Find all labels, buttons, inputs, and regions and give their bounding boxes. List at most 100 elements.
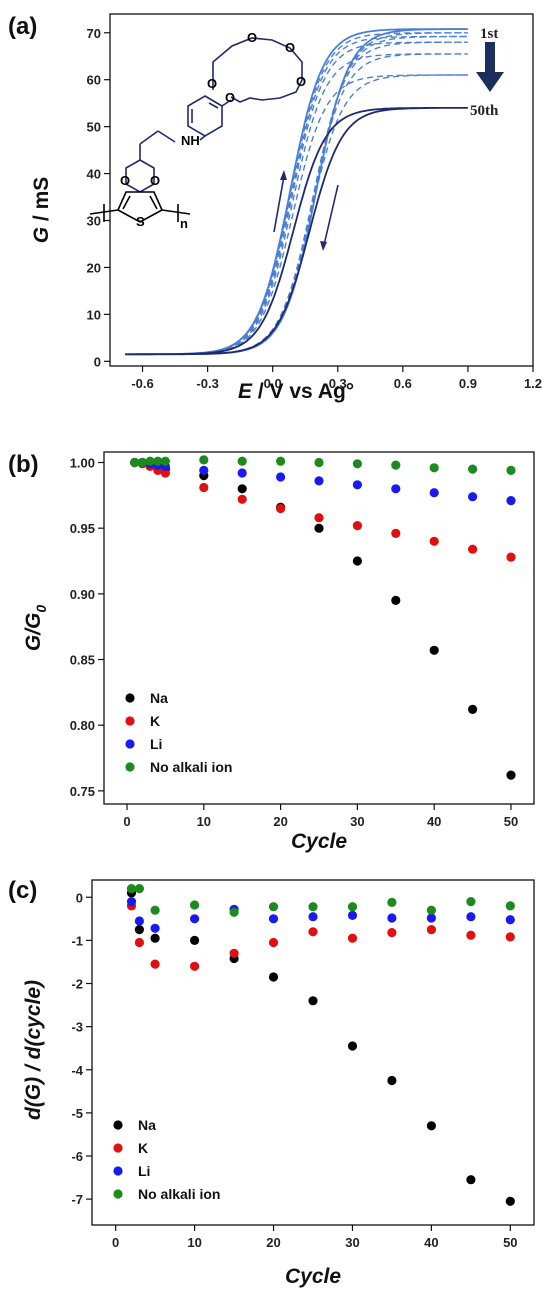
panel-b-label: (b) (8, 451, 39, 478)
data-point-no-alkali-ion (229, 907, 239, 917)
panel-a-ticks: -0.6 -0.3 0.0 0.3 0.6 0.9 1.2 0 10 20 30 40 50 60 70 (87, 26, 542, 391)
data-point-no-alkali-ion (268, 902, 279, 912)
data-point-na (150, 933, 160, 943)
y-tick-label: -6 (71, 1149, 83, 1164)
data-point-li (134, 916, 144, 926)
legend-label: Li (138, 1163, 150, 1179)
first-cycle-label: 1st (480, 26, 498, 42)
data-point-na (468, 704, 478, 715)
legend-label: K (138, 1140, 148, 1156)
y-tick-label: 0.95 (70, 521, 95, 536)
polymer-structure-labels: NH O O O O O O O S n (120, 30, 306, 231)
y-tick-label: -3 (71, 1020, 83, 1035)
data-point-na (391, 595, 401, 606)
cycle-30-curve (125, 74, 468, 355)
data-point-no-alkali-ion (387, 897, 397, 908)
crown-o-label-5: O (225, 90, 235, 105)
legend-marker (113, 1143, 123, 1153)
data-point-k (505, 932, 515, 942)
data-point-no-alkali-ion (126, 884, 137, 894)
data-point-k (276, 503, 286, 514)
legend-label: K (150, 713, 160, 729)
forward-scan-arrow (273, 175, 285, 233)
data-point-k (229, 948, 239, 958)
x-tick-label: 0 (112, 1235, 119, 1250)
panel-c-legend: Na K Li No alkali ion (113, 1117, 220, 1202)
panel-c-label: (c) (8, 877, 37, 904)
data-point-no-alkali-ion (145, 456, 155, 466)
panel-c-plot-frame (91, 879, 535, 1226)
cycle-20-curve (125, 53, 468, 355)
panel-c-x-axis-label: Cycle (285, 1265, 341, 1288)
panel-b-plot-frame (103, 451, 535, 805)
x-tick-label: 20 (266, 1235, 280, 1250)
y-tick-label: -5 (71, 1106, 83, 1121)
x-tick-label: 10 (197, 814, 211, 829)
data-point-li (347, 910, 358, 921)
data-point-na (426, 1121, 436, 1131)
panel-a-label: (a) (8, 13, 37, 40)
data-point-no-alkali-ion (190, 900, 200, 910)
data-point-na (190, 935, 200, 946)
legend-marker (125, 693, 135, 703)
data-point-li (190, 914, 200, 924)
data-point-no-alkali-ion (466, 897, 476, 907)
legend-marker (113, 1166, 123, 1176)
data-point-no-alkali-ion (237, 456, 247, 466)
panel-c-points (126, 884, 515, 1206)
data-point-na (505, 1196, 515, 1206)
y-tick-label: 10 (87, 307, 101, 322)
data-point-li (268, 914, 279, 924)
data-point-k (190, 961, 200, 971)
x-tick-label: 50 (504, 814, 518, 829)
data-point-k (466, 930, 476, 940)
data-point-no-alkali-ion (429, 463, 439, 473)
data-point-k (160, 468, 170, 478)
data-point-k (352, 521, 362, 531)
data-point-k (429, 536, 439, 546)
data-point-li (466, 912, 476, 922)
data-point-na (506, 770, 516, 780)
y-tick-label: 30 (87, 214, 101, 229)
data-point-no-alkali-ion (352, 459, 362, 469)
y-tick-label: 20 (87, 260, 101, 275)
data-point-li (126, 897, 137, 907)
data-point-no-alkali-ion (308, 902, 318, 912)
data-point-li (308, 912, 318, 922)
x-tick-label: 0.6 (394, 376, 412, 391)
panel-a: (a) -0.6 -0.3 0.0 0.3 0.6 0.9 1.2 0 10 20 30 40 50 60… (8, 13, 542, 403)
x-tick-label: 30 (350, 814, 364, 829)
data-point-no-alkali-ion (506, 465, 516, 475)
legend-label: Li (150, 736, 162, 752)
y-tick-label: 40 (87, 167, 101, 182)
decrease-arrow-icon (476, 42, 504, 92)
panel-b-x-axis-label: Cycle (291, 830, 347, 853)
data-point-li (426, 913, 436, 923)
data-point-no-alkali-ion (347, 902, 358, 912)
x-tick-label: 10 (187, 1235, 201, 1250)
legend-marker (125, 739, 135, 749)
panel-b-legend: Na K Li No alkali ion (125, 690, 232, 775)
panel-b-points (130, 455, 516, 780)
x-tick-label: 20 (273, 814, 287, 829)
panel-c-ticks: 0 10 20 30 40 50 0 -1 -2 -3 -4 -5 -6 -7 (71, 890, 517, 1250)
data-point-no-alkali-ion (276, 456, 286, 466)
x-tick-label: 0.0 (264, 376, 282, 391)
reverse-arrowhead-icon (320, 241, 327, 251)
data-point-no-alkali-ion (314, 457, 324, 468)
data-point-li (276, 472, 286, 482)
x-tick-label: 0 (123, 814, 130, 829)
data-point-no-alkali-ion (130, 457, 140, 468)
panel-a-y-axis-label: G / mS (30, 177, 53, 244)
data-point-k (150, 959, 160, 969)
data-point-k (506, 552, 516, 562)
data-point-li (506, 496, 516, 506)
panel-a-x-axis-label: E / V vs Ag° (238, 380, 354, 403)
data-point-li (429, 488, 439, 498)
crown-o-label-2: O (247, 30, 257, 45)
data-point-no-alkali-ion (426, 905, 436, 915)
x-tick-label: 40 (424, 1235, 438, 1250)
legend-marker (113, 1120, 123, 1130)
data-point-k (308, 927, 318, 937)
data-point-li (505, 915, 515, 925)
